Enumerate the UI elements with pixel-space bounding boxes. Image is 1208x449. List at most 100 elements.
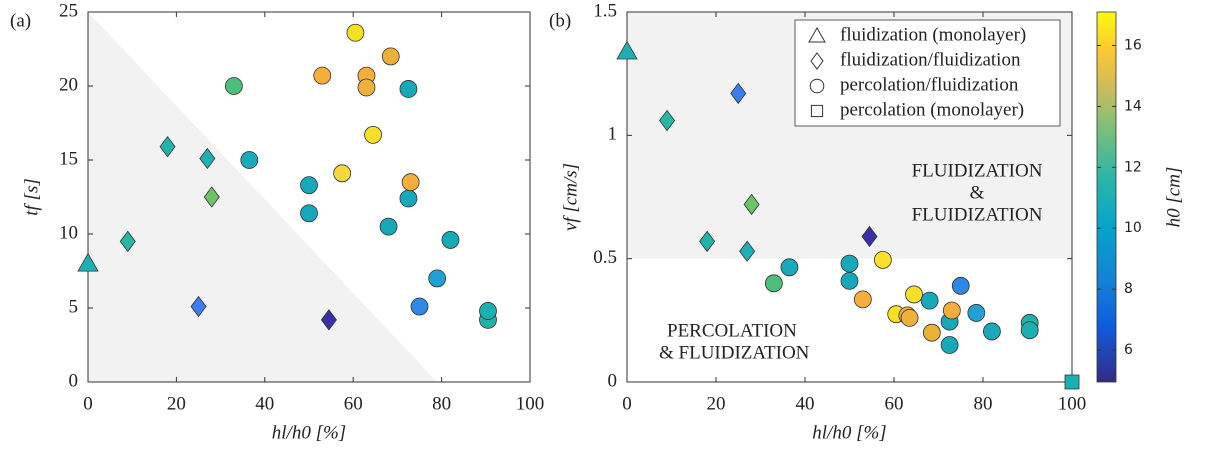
- marker: [199, 147, 216, 170]
- x-axis-label: hl/h0 [%]: [272, 422, 346, 443]
- colorbar-tick-label: 10: [1124, 220, 1142, 236]
- panel-label: (a): [10, 10, 31, 31]
- marker: [77, 252, 99, 272]
- marker: [410, 297, 429, 316]
- marker: [428, 269, 447, 288]
- marker: [159, 136, 176, 158]
- marker: [967, 304, 986, 322]
- y-tick-label: 0: [608, 370, 618, 391]
- marker: [357, 78, 376, 97]
- annotation: PERCOLATION: [667, 320, 797, 341]
- y-axis-label: vf [cm/s]: [560, 163, 581, 231]
- marker: [399, 189, 418, 208]
- y-tick-label: 25: [59, 0, 78, 21]
- legend-label: percolation (monolayer): [840, 99, 1024, 120]
- annotation: & FLUIDIZATION: [659, 342, 810, 363]
- marker: [764, 274, 783, 293]
- marker: [730, 82, 747, 105]
- x-tick-label: 40: [255, 393, 274, 414]
- marker: [401, 173, 420, 192]
- marker: [616, 40, 638, 60]
- x-tick-label: 40: [796, 393, 815, 414]
- marker: [300, 204, 318, 223]
- y-tick-label: 20: [59, 74, 78, 95]
- marker: [840, 254, 859, 273]
- x-tick-label: 60: [885, 393, 904, 414]
- legend-label: fluidization/fluidization: [840, 49, 1021, 70]
- marker: [808, 26, 826, 43]
- y-tick-label: 0: [69, 370, 79, 391]
- annotation: FLUIDIZATION: [912, 160, 1043, 181]
- colorbar-tick-label: 14: [1124, 98, 1142, 114]
- marker: [300, 176, 318, 195]
- colorbar-tick-label: 6: [1124, 342, 1133, 358]
- marker: [224, 77, 243, 95]
- marker: [119, 230, 136, 253]
- marker: [983, 322, 1001, 341]
- panel-label: (b): [549, 10, 571, 31]
- marker: [381, 47, 400, 66]
- marker: [840, 271, 859, 290]
- marker: [190, 295, 207, 318]
- marker: [780, 258, 799, 277]
- x-tick-label: 80: [974, 393, 993, 414]
- marker: [313, 66, 332, 85]
- x-tick-label: 20: [167, 393, 186, 414]
- x-tick-label: 100: [516, 393, 545, 414]
- plot-frame: [626, 11, 1073, 383]
- colorbar-tick-label: 12: [1124, 159, 1142, 175]
- marker: [810, 52, 824, 70]
- colorbar-tick-label: 16: [1124, 37, 1142, 53]
- shaded-region: [88, 12, 438, 382]
- y-tick-label: 10: [59, 222, 78, 243]
- y-tick-label: 1.5: [593, 0, 617, 21]
- marker: [900, 308, 919, 327]
- marker: [441, 231, 460, 249]
- legend-label: fluidization (monolayer): [840, 24, 1026, 45]
- marker: [1064, 374, 1080, 390]
- marker: [905, 285, 923, 304]
- colorbar: [1096, 11, 1117, 383]
- marker: [240, 151, 259, 169]
- marker: [922, 323, 941, 342]
- marker: [203, 186, 220, 208]
- marker: [364, 125, 382, 144]
- plot-frame: [87, 11, 531, 383]
- y-axis-label: tf [s]: [21, 178, 42, 216]
- x-tick-label: 60: [344, 393, 363, 414]
- marker: [920, 291, 939, 310]
- marker: [699, 230, 716, 253]
- marker: [861, 225, 878, 248]
- marker: [1020, 321, 1039, 340]
- x-axis-label: hl/h0 [%]: [812, 422, 886, 443]
- colorbar-tick-label: 8: [1124, 281, 1133, 297]
- x-tick-label: 0: [622, 393, 632, 414]
- marker: [951, 276, 970, 295]
- marker: [810, 104, 824, 118]
- marker: [399, 80, 418, 98]
- marker: [873, 250, 892, 269]
- marker: [346, 23, 365, 42]
- x-tick-label: 100: [1058, 393, 1087, 414]
- x-tick-label: 20: [707, 393, 726, 414]
- colorbar-label: h0 [cm]: [1163, 167, 1184, 228]
- y-tick-label: 5: [69, 296, 79, 317]
- annotation: FLUIDIZATION: [912, 204, 1043, 225]
- x-tick-label: 80: [432, 393, 451, 414]
- annotation: &: [970, 182, 985, 203]
- marker: [942, 301, 961, 320]
- marker: [743, 193, 760, 216]
- marker: [659, 109, 676, 132]
- legend-box: [794, 19, 1061, 127]
- marker: [739, 240, 756, 262]
- legend-label: percolation/fluidization: [840, 74, 1019, 95]
- marker: [333, 164, 352, 183]
- marker: [809, 78, 825, 94]
- marker: [379, 217, 398, 236]
- marker: [479, 302, 497, 320]
- y-tick-label: 0.5: [593, 247, 617, 268]
- y-tick-label: 15: [59, 148, 78, 169]
- x-tick-label: 0: [83, 393, 93, 414]
- y-tick-label: 1: [608, 124, 618, 145]
